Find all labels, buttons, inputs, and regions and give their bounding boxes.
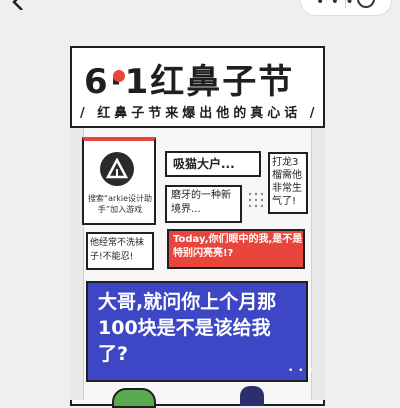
dragon-text: 打龙3榴需他非常生气了! bbox=[272, 157, 302, 207]
arkie-triangle-icon bbox=[106, 158, 128, 179]
navy-character-illustration bbox=[240, 386, 264, 406]
speech-bubble-text: 大哥,就问你上个月那100块是不是该给我了? bbox=[98, 291, 277, 365]
bubble-dots-icon: • • • bbox=[288, 366, 315, 376]
teeth-grinding-text: 磨牙的一种新境界... bbox=[171, 190, 231, 215]
cat-lover-card bbox=[165, 151, 261, 177]
teeth-grinding-card bbox=[165, 185, 242, 223]
right-wall bbox=[311, 128, 325, 400]
left-wall bbox=[70, 128, 84, 400]
socks-text: 他经常不洗袜子!不能忍! bbox=[90, 238, 145, 262]
green-character-illustration bbox=[112, 388, 156, 408]
dot-grid-icon bbox=[248, 192, 264, 208]
cat-lover-text: 吸猫大户... bbox=[173, 157, 235, 171]
chevron-left-icon[interactable] bbox=[10, 0, 28, 10]
socks-card bbox=[86, 232, 154, 270]
poster-subtitle: / 红鼻子节来爆出他的真心话 / bbox=[80, 106, 319, 121]
today-card bbox=[167, 229, 305, 269]
poster-header bbox=[72, 48, 323, 128]
poster-title: 6·1红鼻子节 bbox=[84, 62, 295, 102]
speech-bubble bbox=[86, 281, 308, 382]
dragon-card bbox=[268, 152, 308, 214]
capsule-divider bbox=[345, 0, 346, 8]
red-nose-dot-icon bbox=[113, 70, 125, 82]
more-dots-icon[interactable]: • • • bbox=[316, 0, 355, 10]
today-text: Today,你们眼中的我,是不是特别闪亮亮!? bbox=[173, 234, 303, 259]
app-promo-text: 搜索“arkie设计助手”加入游戏 bbox=[87, 194, 153, 214]
